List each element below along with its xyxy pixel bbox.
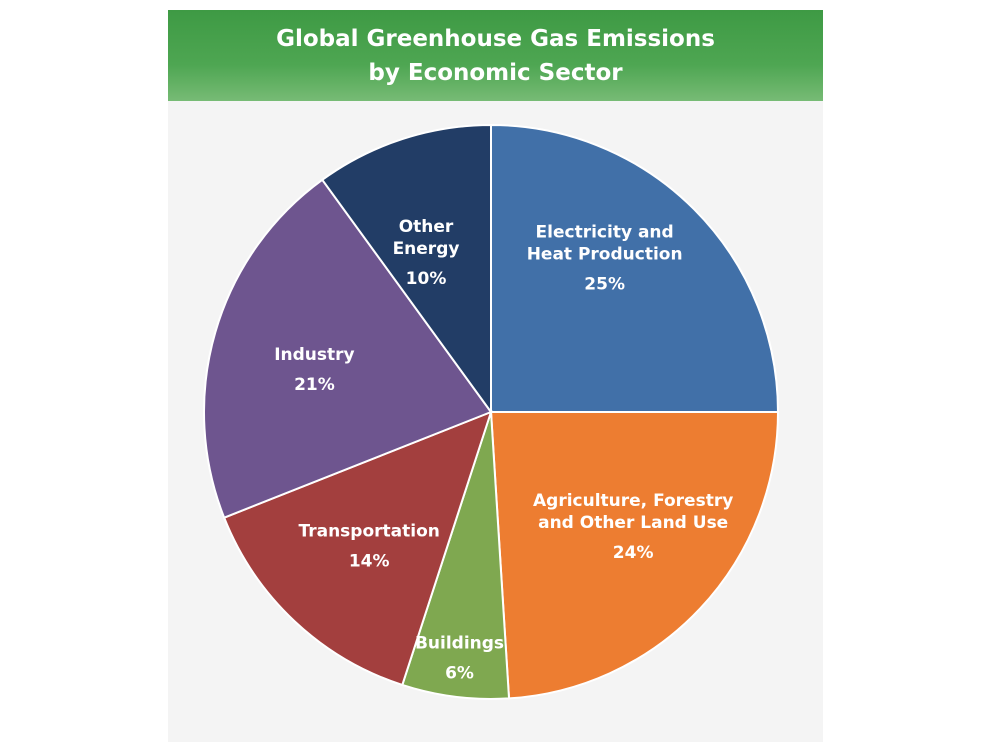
slice-label-0: Heat Production	[527, 244, 683, 264]
slice-label-4: Industry	[274, 345, 354, 365]
slice-label-1: and Other Land Use	[538, 513, 728, 533]
pie-slice-4	[203, 178, 493, 519]
slice-label-2: Buildings	[415, 633, 504, 653]
pie-slice-5	[320, 123, 492, 416]
slice-value-label-2: 6%	[445, 663, 474, 683]
chart-subtitle: by Economic Sector	[368, 59, 623, 86]
chart-title: Global Greenhouse Gas Emissions	[276, 25, 715, 52]
slice-label-1: Agriculture, Forestry	[533, 491, 733, 511]
chart-header: Global Greenhouse Gas Emissions by Econo…	[168, 10, 823, 101]
slice-value-label-0: 25%	[584, 274, 625, 294]
slice-value-label-1: 24%	[613, 543, 654, 563]
slice-value-label-4: 21%	[294, 375, 335, 395]
slice-label-0: Electricity and	[536, 222, 674, 242]
slice-label-5: Other	[399, 217, 454, 237]
slice-label-5: Energy	[393, 239, 460, 259]
slice-label-3: Transportation	[299, 522, 440, 542]
pie-slice-1	[489, 411, 780, 700]
slice-value-label-3: 14%	[349, 552, 390, 572]
pie-slice-0	[490, 123, 780, 413]
slice-value-label-5: 10%	[406, 269, 447, 289]
pie-slice-3	[222, 410, 493, 687]
pie-slices	[203, 123, 780, 700]
